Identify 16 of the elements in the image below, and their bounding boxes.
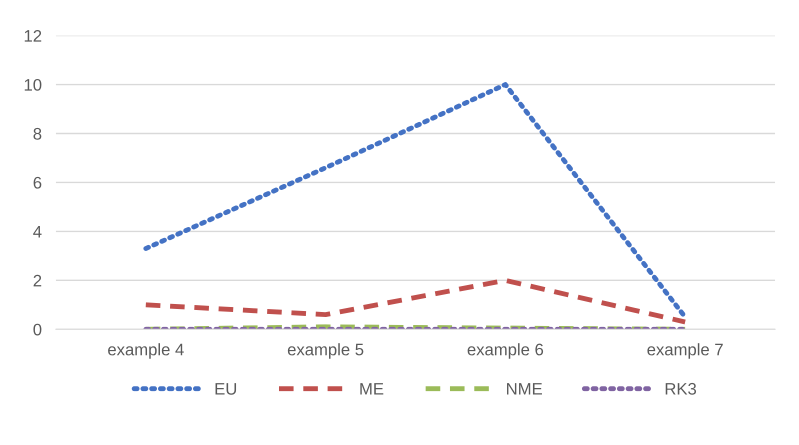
y-tick-label: 4 xyxy=(33,226,42,238)
legend-label: RK3 xyxy=(666,382,696,395)
legend-label: EU xyxy=(216,383,236,395)
x-tick-label: example 4 xyxy=(108,343,184,359)
y-tick-label: 12 xyxy=(24,30,42,42)
x-tick-label: example 7 xyxy=(647,343,723,359)
y-tick-label: 8 xyxy=(33,128,42,140)
y-tick-label: 6 xyxy=(34,176,42,189)
y-tick-label: 0 xyxy=(33,324,42,336)
y-tick-label: 2 xyxy=(34,274,42,286)
legend-label: NME xyxy=(507,383,542,395)
x-tick-label: example 6 xyxy=(468,343,544,359)
y-tick-label: 10 xyxy=(24,78,42,91)
x-tick-label: example 5 xyxy=(288,343,364,359)
line-series xyxy=(143,82,688,320)
legend-label: ME xyxy=(360,383,384,395)
